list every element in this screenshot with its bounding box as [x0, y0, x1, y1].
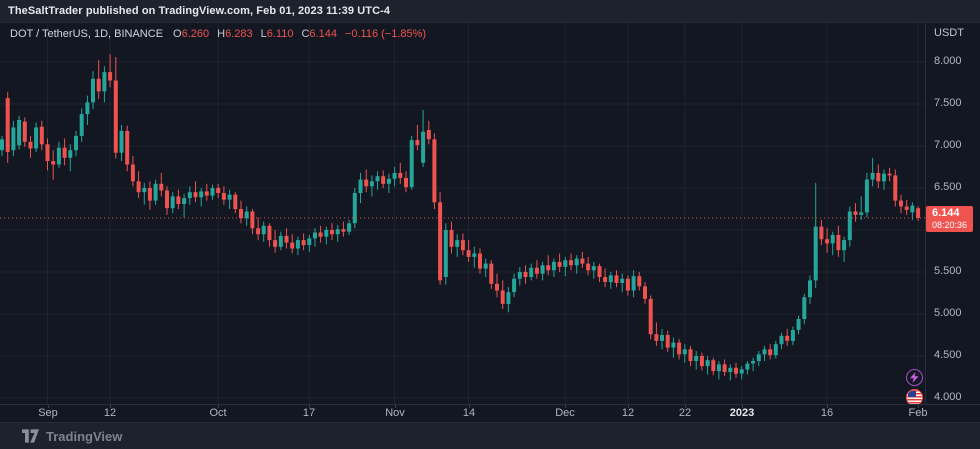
time-tick-mark [565, 405, 566, 408]
time-tick-label: 12 [103, 407, 117, 419]
price-axis[interactable]: USDT 8.000 7.500 7.000 6.500 5.500 5.000 4.500… [925, 23, 980, 404]
candlestick-plot[interactable] [0, 23, 925, 404]
time-tick-label: 16 [820, 407, 834, 419]
time-tick-mark [309, 405, 310, 408]
price-tick-label: 7.000 [934, 139, 962, 151]
price-tick-label: 4.000 [934, 391, 962, 403]
lightning-icon[interactable] [906, 369, 923, 386]
tradingview-brand-text: TradingView [46, 428, 123, 444]
time-tick-mark [918, 405, 919, 408]
header-title: TheSaltTrader published on TradingView.c… [8, 5, 391, 17]
price-tick-label: 8.000 [934, 55, 962, 67]
price-tick-label: 7.500 [934, 97, 962, 109]
time-tick-mark [48, 405, 49, 408]
ohlc-open: O6.260 [173, 28, 210, 40]
time-tick-label: Dec [555, 407, 575, 419]
us-flag-icon[interactable] [906, 389, 923, 404]
ohlc-high: H6.283 [217, 28, 253, 40]
chart-canvas[interactable]: DOT / TetherUS, 1D, BINANCE O6.260 H6.28… [0, 23, 925, 404]
time-tick-label: 2023 [729, 407, 755, 419]
time-tick-label: Sep [38, 407, 58, 419]
currency-label: USDT [934, 27, 964, 39]
time-tick-label: 14 [462, 407, 476, 419]
symbol-title[interactable]: DOT / TetherUS, 1D, BINANCE [10, 28, 164, 40]
time-tick-label: 17 [302, 407, 316, 419]
footer: TradingView [0, 422, 980, 449]
time-tick-label: Nov [385, 407, 405, 419]
price-tick-label: 6.500 [934, 181, 962, 193]
ohlc-low: L6.110 [260, 28, 294, 40]
time-tick-mark [218, 405, 219, 408]
time-tick-mark [742, 405, 743, 408]
bar-countdown: 08:20:36 [932, 220, 968, 230]
time-tick-mark [469, 405, 470, 408]
tradingview-logo[interactable]: TradingView [22, 429, 122, 444]
flag-canton [908, 391, 916, 397]
time-axis[interactable]: Sep 12 Oct 17 Nov 14 Dec 12 22 2023 16 Feb [0, 404, 980, 422]
last-price-value: 6.144 [932, 207, 960, 219]
time-tick-label: Feb [908, 407, 928, 419]
price-tick-label: 4.500 [934, 349, 962, 361]
time-tick-label: 12 [621, 407, 635, 419]
last-price-label: 6.144 08:20:36 [926, 206, 973, 232]
time-tick-label: Oct [209, 407, 227, 419]
ohlc-close: C6.144 [301, 28, 337, 40]
time-tick-mark [685, 405, 686, 408]
price-tick-label: 5.000 [934, 307, 962, 319]
change-value: −0.116 (−1.85%) [344, 28, 427, 40]
price-tick-label: 5.500 [934, 265, 962, 277]
legend: DOT / TetherUS, 1D, BINANCE O6.260 H6.28… [10, 28, 426, 40]
header: TheSaltTrader published on TradingView.c… [0, 0, 980, 23]
time-tick-mark [628, 405, 629, 408]
time-tick-mark [395, 405, 396, 408]
time-tick-mark [827, 405, 828, 408]
chart-mini-icons [906, 369, 924, 404]
tradingview-mark-icon [22, 429, 39, 443]
time-tick-label: 22 [678, 407, 692, 419]
chart-row: DOT / TetherUS, 1D, BINANCE O6.260 H6.28… [0, 23, 980, 404]
time-tick-mark [110, 405, 111, 408]
